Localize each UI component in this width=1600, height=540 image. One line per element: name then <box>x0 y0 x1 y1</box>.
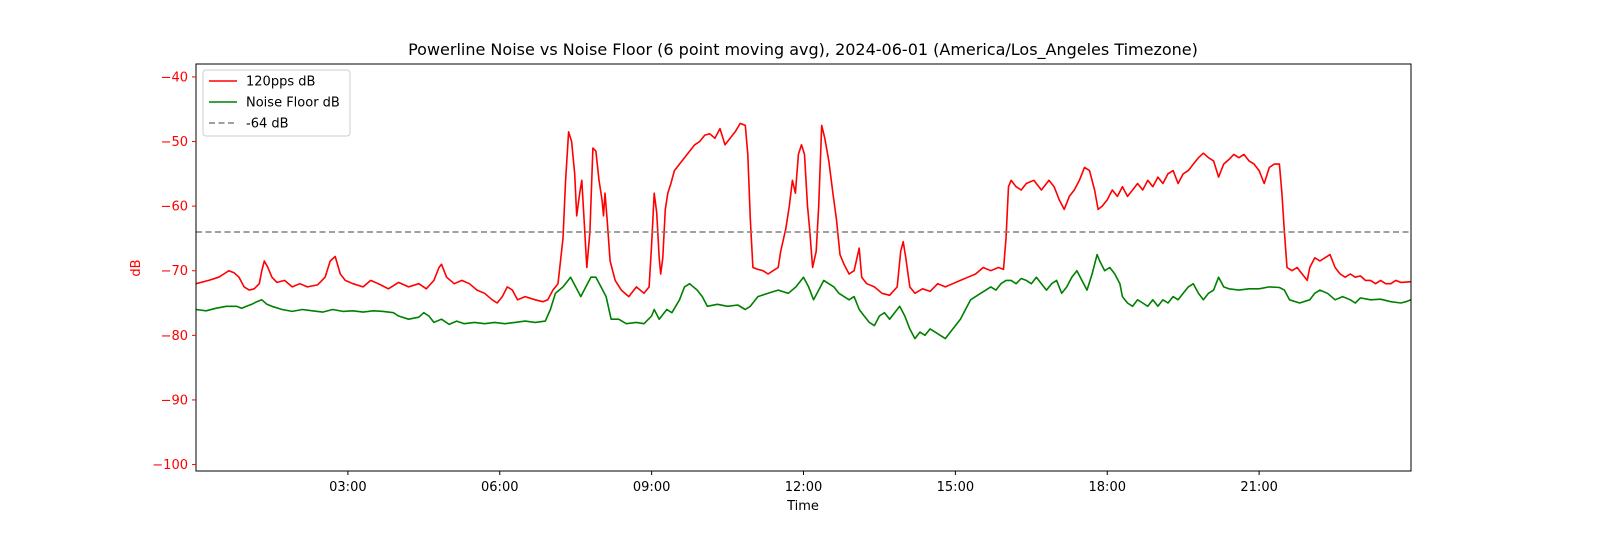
x-tick-label: 12:00 <box>785 480 822 495</box>
y-tick-label: −90 <box>161 393 188 408</box>
y-tick-label: −40 <box>161 70 188 85</box>
legend-label: 120pps dB <box>246 75 315 90</box>
legend: 120pps dB Noise Floor dB -64 dB <box>202 69 351 137</box>
chart-title: Powerline Noise vs Noise Floor (6 point … <box>408 40 1198 60</box>
x-tick-label: 06:00 <box>481 480 518 495</box>
x-tick-label: 21:00 <box>1240 480 1277 495</box>
plot-area: 03:00 06:00 09:00 12:00 15:00 18:00 21:00 −40 −5… <box>152 63 1412 495</box>
x-tick-label: 09:00 <box>633 480 670 495</box>
x-tick-label: 03:00 <box>329 480 366 495</box>
y-tick-label: −70 <box>161 264 188 279</box>
y-tick-label: −60 <box>161 200 188 215</box>
series-line-noise-floor-db <box>196 253 1411 340</box>
y-tick-label: −50 <box>161 135 188 150</box>
series-group <box>196 122 1411 340</box>
legend-label: Noise Floor dB <box>246 96 340 111</box>
y-tick-label: −100 <box>152 458 188 473</box>
series-line-120pps-db <box>196 122 1411 304</box>
legend-label: -64 dB <box>246 117 289 132</box>
legend-box <box>202 69 351 137</box>
x-tick-label: 15:00 <box>937 480 974 495</box>
x-axis-label: Time <box>786 499 819 514</box>
x-tick-label: 18:00 <box>1089 480 1126 495</box>
plot-frame <box>195 63 1412 472</box>
y-axis-label: dB <box>129 259 144 276</box>
y-tick-label: −80 <box>161 329 188 344</box>
